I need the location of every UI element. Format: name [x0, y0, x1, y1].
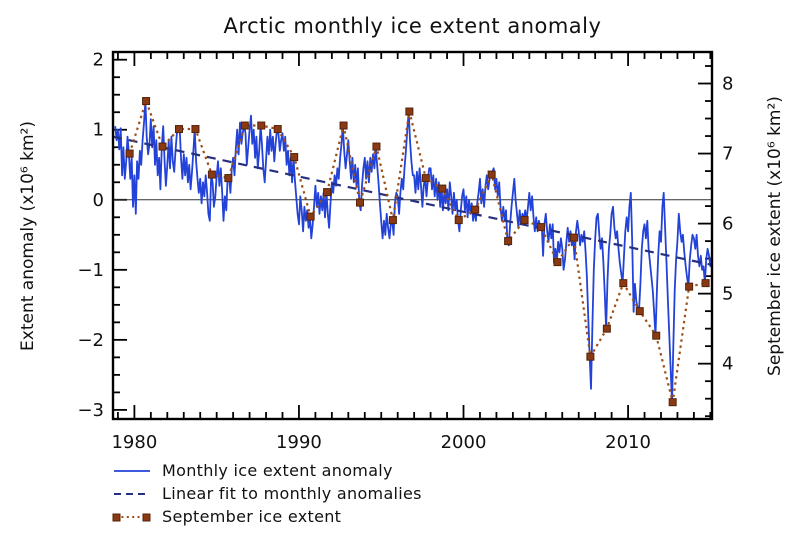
- september-extent-marker: [520, 216, 529, 225]
- series-group: [113, 97, 712, 404]
- y-left-tick-label: 0: [93, 190, 104, 211]
- september-extent-marker: [668, 398, 677, 407]
- september-extent-marker: [372, 142, 381, 151]
- y-left-tick-label: 2: [93, 50, 104, 71]
- september-extent-marker: [553, 258, 562, 267]
- monthly-anomaly-line: [114, 100, 712, 404]
- september-extent-marker: [356, 198, 365, 207]
- september-extent-marker: [174, 125, 183, 134]
- axis-ticks: [113, 52, 712, 419]
- september-extent-marker: [602, 324, 611, 333]
- september-extent-marker: [685, 282, 694, 291]
- x-tick-label: 1980: [111, 432, 157, 453]
- legend-label: Linear fit to monthly anomalies: [162, 484, 422, 503]
- september-extent-marker: [421, 174, 430, 183]
- september-extent-marker: [487, 170, 496, 179]
- linear-fit-line: [113, 135, 712, 266]
- september-extent-marker: [306, 212, 315, 221]
- legend-item-fit: Linear fit to monthly anomalies: [112, 482, 422, 505]
- y-right-tick-label: 5: [722, 284, 733, 305]
- y-right-tick-label: 8: [722, 74, 733, 95]
- september-extent-marker: [388, 216, 397, 225]
- axis-tick-labels: 1980 1990 2000 2010 2 1 0 −1 −2 −3 8 7 6 5 4: [77, 50, 733, 453]
- september-extent-marker: [504, 237, 513, 246]
- september-extent-marker: [635, 307, 644, 316]
- september-extent-marker: [701, 279, 710, 288]
- september-extent-marker: [290, 153, 299, 162]
- september-extent-marker: [339, 121, 348, 130]
- september-extent-marker: [240, 121, 249, 130]
- legend-sample-solid-line: [114, 469, 150, 472]
- september-extent-marker: [224, 174, 233, 183]
- september-extent-marker: [142, 97, 151, 106]
- chart-title: Arctic monthly ice extent anomaly: [223, 14, 602, 38]
- y-left-tick-label: −2: [77, 330, 104, 351]
- september-extent-marker: [471, 205, 480, 214]
- legend-sample-dotted-markers: [112, 513, 151, 521]
- x-tick-label: 2010: [605, 432, 651, 453]
- x-tick-label: 2000: [441, 432, 487, 453]
- september-extent-marker: [586, 352, 595, 361]
- september-extent-marker: [273, 125, 282, 134]
- september-extent-marker: [454, 216, 463, 225]
- legend-sample-dashed-line: [114, 492, 150, 495]
- september-extent-marker: [191, 125, 200, 134]
- y-left-tick-label: −3: [77, 400, 104, 421]
- september-extent-marker: [652, 331, 661, 340]
- x-tick-label: 1990: [276, 432, 322, 453]
- legend-item-september: September ice extent: [112, 505, 422, 528]
- y-left-tick-label: −1: [77, 260, 104, 281]
- y-right-tick-label: 4: [722, 354, 733, 375]
- legend-label: Monthly ice extent anomaly: [162, 461, 393, 480]
- september-extent-marker: [323, 188, 332, 197]
- september-extent-marker: [158, 142, 167, 151]
- y-left-tick-label: 1: [93, 120, 104, 141]
- september-extent-marker: [405, 107, 414, 116]
- plot-frame: [111, 50, 714, 421]
- legend: Monthly ice extent anomaly Linear fit to…: [112, 459, 422, 528]
- september-extent-marker: [537, 223, 546, 232]
- legend-item-monthly: Monthly ice extent anomaly: [112, 459, 422, 482]
- september-extent-marker: [125, 149, 134, 158]
- september-extent-marker: [619, 279, 628, 288]
- y-right-tick-label: 7: [722, 144, 733, 165]
- y-right-tick-label: 6: [722, 214, 733, 235]
- legend-label: September ice extent: [162, 507, 342, 526]
- september-extent-marker: [438, 184, 447, 193]
- september-extent-marker: [257, 121, 266, 130]
- september-extent-marker: [569, 233, 578, 242]
- september-extent-markers: [125, 97, 710, 407]
- september-extent-marker: [207, 170, 216, 179]
